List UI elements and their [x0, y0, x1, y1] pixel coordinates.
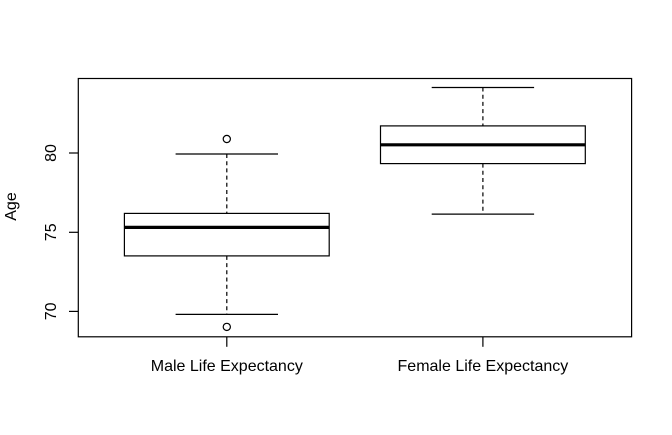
svg-text:80: 80 [43, 144, 60, 162]
svg-text:70: 70 [43, 302, 60, 320]
svg-text:Age: Age [3, 192, 20, 221]
svg-text:Male Life Expectancy: Male Life Expectancy [151, 358, 303, 375]
svg-text:75: 75 [43, 223, 60, 241]
svg-text:Female Life Expectancy: Female Life Expectancy [398, 358, 569, 375]
